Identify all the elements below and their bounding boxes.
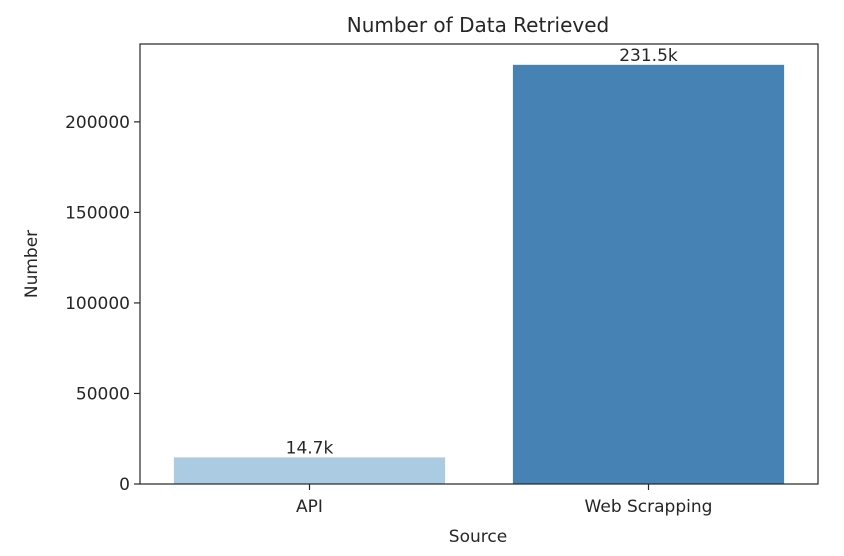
y-tick-label: 100000 — [65, 294, 130, 314]
x-axis-label: Source — [449, 527, 507, 547]
data-label: 14.7k — [286, 438, 334, 458]
y-tick-label: 50000 — [76, 384, 130, 404]
y-axis-label: Number — [22, 230, 42, 298]
plot-area: 0 50000 100000 150000 200000 14.7k API 231.5k We… — [65, 46, 785, 517]
plot-frame — [139, 43, 819, 485]
x-tick-label: API — [296, 497, 323, 517]
y-tick-label: 150000 — [65, 203, 130, 223]
data-label: 231.5k — [619, 46, 678, 66]
y-tick-label: 200000 — [65, 113, 130, 133]
chart-title: Number of Data Retrieved — [347, 13, 610, 37]
bar — [173, 457, 446, 484]
y-tick-label: 0 — [119, 475, 130, 495]
bar — [512, 64, 785, 484]
x-tick-label: Web Scrapping — [585, 497, 713, 517]
